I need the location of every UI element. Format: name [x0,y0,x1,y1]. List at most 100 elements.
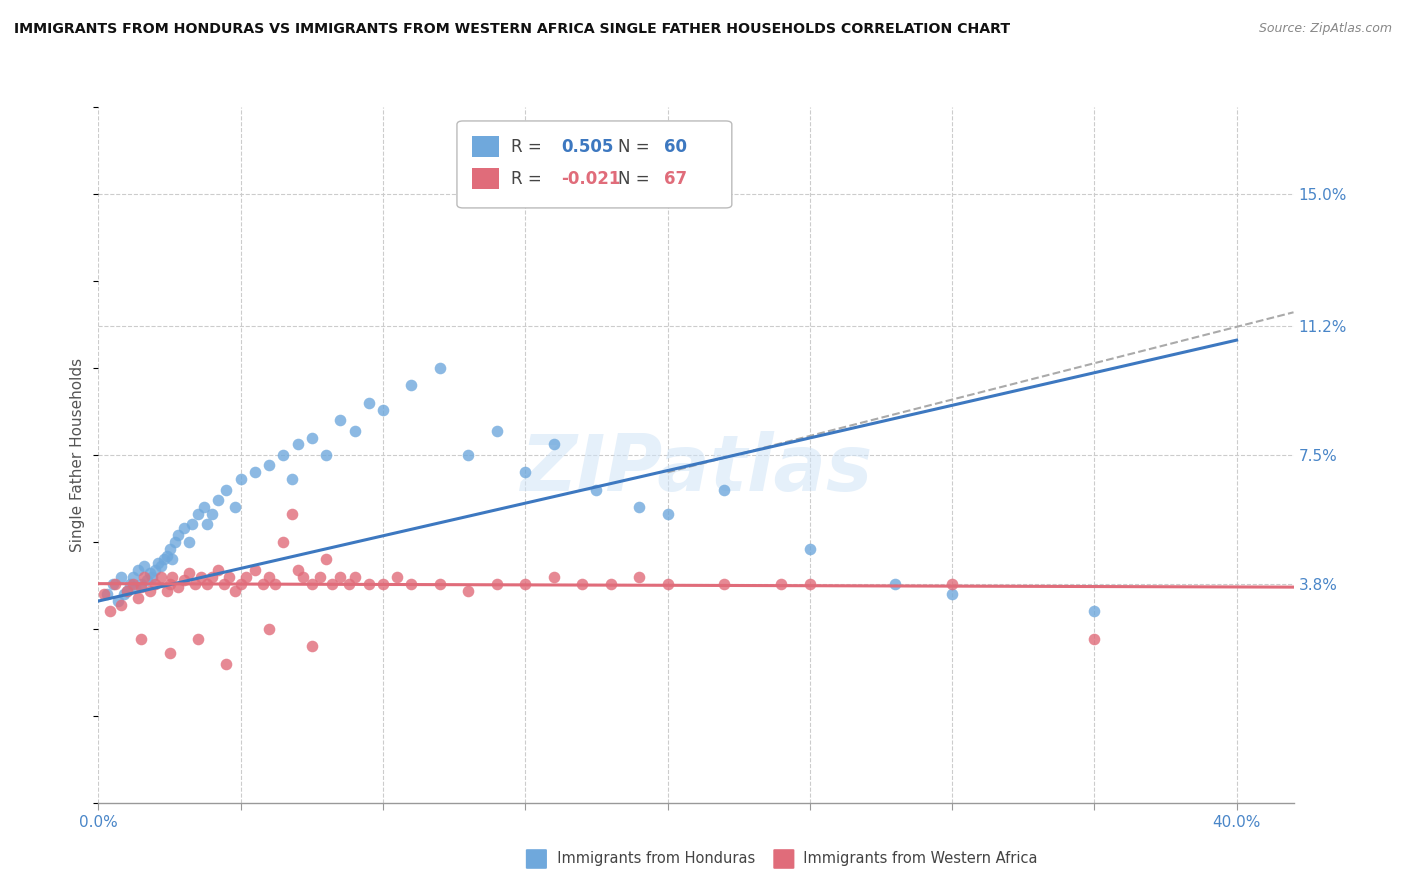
Point [207,563,229,577]
Y-axis label: Single Father Households: Single Father Households [70,358,86,552]
Point [110,570,132,584]
Point [235,570,257,584]
Text: IMMIGRANTS FROM HONDURAS VS IMMIGRANTS FROM WESTERN AFRICA SINGLE FATHER HOUSEHO: IMMIGRANTS FROM HONDURAS VS IMMIGRANTS F… [14,22,1010,37]
Point [165,534,187,549]
Point [110,598,132,612]
Point [212,576,235,591]
Point [173,521,195,535]
Point [515,576,537,591]
Point [357,576,380,591]
Point [713,576,735,591]
Point [201,507,224,521]
Text: Immigrants from Western Africa: Immigrants from Western Africa [794,851,1038,865]
Point [190,570,212,584]
Point [98,605,121,619]
Point [187,507,209,521]
Point [571,576,593,591]
FancyBboxPatch shape [457,121,733,208]
Point [287,563,309,577]
Point [159,541,181,556]
Text: N =: N = [619,137,655,156]
Point [1083,605,1105,619]
Point [135,573,157,587]
Point [115,583,138,598]
Point [457,583,479,598]
Point [292,570,315,584]
Text: R =: R = [510,137,547,156]
Text: -0.021: -0.021 [561,169,620,187]
Point [281,472,304,486]
Point [93,587,115,601]
Point [195,517,218,532]
Point [159,646,181,660]
Point [127,591,149,605]
Point [429,576,451,591]
Point [150,559,173,574]
Point [515,466,537,480]
Point [884,576,907,591]
Point [252,576,274,591]
Point [184,576,207,591]
Point [229,472,252,486]
Point [218,570,240,584]
Point [301,576,323,591]
Point [138,566,160,581]
Point [181,517,204,532]
Point [287,437,309,451]
Point [104,576,127,591]
Point [799,541,821,556]
Point [156,549,179,563]
Point [315,448,337,462]
Point [229,576,252,591]
Point [485,576,508,591]
Point [343,424,366,438]
Point [273,534,295,549]
Text: 67: 67 [664,169,686,187]
Point [657,507,679,521]
Point [132,559,155,574]
Point [127,563,149,577]
Text: R =: R = [510,169,547,187]
Text: N =: N = [619,169,655,187]
Point [167,528,190,542]
Point [224,500,246,514]
Point [207,493,229,508]
Bar [472,136,499,157]
Point [129,632,152,647]
Point [173,573,195,587]
Point [215,483,238,497]
Point [343,570,366,584]
Point [101,576,124,591]
Point [118,576,141,591]
Point [315,552,337,566]
Point [257,458,280,473]
Point [195,576,218,591]
Point [179,534,201,549]
Point [162,552,184,566]
Point [124,580,146,594]
Point [628,570,651,584]
Point [201,570,224,584]
Point [167,580,190,594]
Point [941,587,963,601]
Point [329,413,352,427]
Point [301,639,323,653]
Point [143,563,166,577]
Text: Immigrants from Honduras: Immigrants from Honduras [548,851,755,865]
Point [599,576,621,591]
Point [770,576,793,591]
Point [96,587,118,601]
Point [156,583,179,598]
Point [543,437,565,451]
Point [713,483,735,497]
Point [187,632,209,647]
Point [628,500,651,514]
Point [301,430,323,444]
Point [273,448,295,462]
Point [132,570,155,584]
Point [657,576,679,591]
Point [799,576,821,591]
Text: 0.505: 0.505 [561,137,613,156]
Point [329,570,352,584]
Point [215,657,238,671]
